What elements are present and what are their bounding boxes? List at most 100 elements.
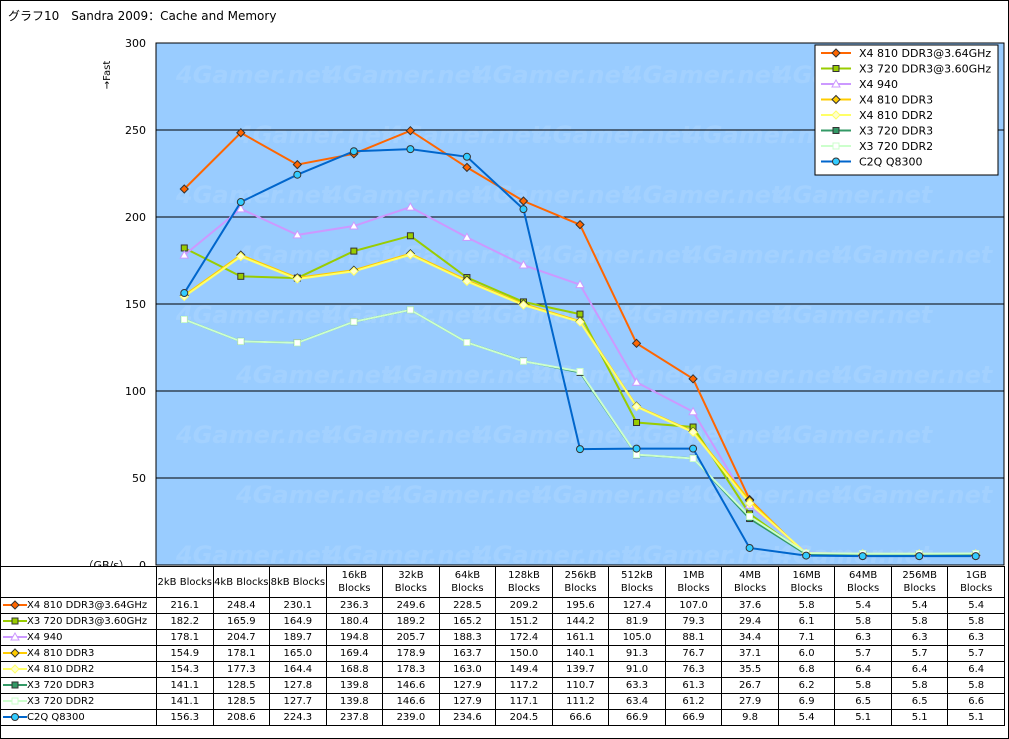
data-point [631,401,642,412]
table-cell: 111.2 [551,693,610,710]
table-legend-key [3,697,27,705]
table-cell: 117.2 [495,677,553,694]
category-label: 1GB Blocks [947,566,1005,598]
table-legend-key [3,617,27,625]
table-cell: 6.5 [834,693,892,710]
table-cell: 128.5 [212,677,271,694]
table-cell: 27.9 [721,693,779,710]
table-cell: 169.4 [325,645,384,662]
table-cell: 163.0 [438,661,497,678]
table-cell: 76.3 [664,661,723,678]
table-cell: 5.7 [890,645,949,662]
watermark-mark: 4Gamer.net [775,181,934,209]
table-cell: 154.9 [156,645,214,662]
data-point [971,552,980,561]
data-point [632,444,641,453]
data-point [10,664,20,674]
data-point [518,196,529,206]
legend-label: X3 720 DDR3@3.60GHz [859,63,991,76]
data-point [235,203,246,213]
table-corner-cell [0,566,157,598]
table-cell: 194.8 [325,629,384,646]
watermark-mark: 4Gamer.net [325,421,484,449]
category-label: 4kB Blocks [212,566,271,598]
data-point [405,202,416,211]
data-point [462,162,472,173]
watermark-mark: 4Gamer.net [385,481,544,509]
data-point [832,127,840,134]
table-cell: 117.1 [495,693,553,710]
category-label: 8kB Blocks [269,566,327,598]
table-cell: 208.6 [212,709,271,726]
watermark-mark: 4Gamer.net [325,541,484,566]
watermark-mark: 4Gamer.net [325,301,484,329]
table-cell: 37.6 [721,597,779,614]
data-point [518,300,529,310]
watermark-mark: 4Gamer.net [385,361,544,389]
table-series-name: X3 720 DDR3@3.60GHz [27,616,148,627]
table-cell: 127.4 [608,597,666,614]
watermark-mark: 4Gamer.net [685,481,844,509]
table-cell: 178.9 [382,645,440,662]
table-cell: 5.8 [947,677,1005,694]
y-tick-label: 200 [125,211,146,224]
table-row: X3 720 DDR3@3.60GHz 182.2 165.9 164.9 180.4 1… [0,613,1005,630]
table-row: X4 810 DDR3 154.9 178.1 165.0 169.4 178.9 163.… [0,645,1005,662]
table-cell: 5.4 [947,597,1005,614]
watermark-mark: 4Gamer.net [625,181,784,209]
watermark-mark: 4Gamer.net [325,181,484,209]
table-series-name: X4 940 [27,632,63,643]
series-points-7 [180,145,980,561]
data-point [631,377,642,386]
table-cell: 188.3 [438,629,497,646]
legend-label: X3 720 DDR3 [859,125,933,138]
watermark-mark: 4Gamer.net [835,241,994,269]
table-cell: 164.4 [269,661,327,678]
data-point [831,48,841,58]
table-row: X3 720 DDR3 141.1 128.5 127.8 139.8 146.6 127.… [0,677,1005,694]
table-cell: 180.4 [325,613,384,630]
table-header-row: 2kB Blocks 4kB Blocks 8kB Blocks 16kB Block… [0,566,1005,598]
table-cell: 5.4 [834,597,892,614]
table-legend-key [3,681,27,689]
table-cell: 216.1 [156,597,214,614]
table-cell: 66.9 [664,709,723,726]
data-point [350,318,358,326]
table-cell: 195.6 [551,597,610,614]
y-unit-label: （GB/s） [82,559,130,566]
watermark-mark: 4Gamer.net [535,481,694,509]
table-cell: 5.1 [890,709,949,726]
table-series-name: X3 720 DDR2 [27,696,95,707]
table-cell: 6.3 [890,629,949,646]
table-cell: 151.2 [495,613,553,630]
table-series-label: C2Q Q8300 [0,709,157,726]
y-tick-label: 300 [125,37,146,50]
table-cell: 205.7 [382,629,440,646]
data-point [462,152,471,161]
table-row: X4 810 DDR3@3.64GHz 216.1 248.4 230.1 236.3 2… [0,597,1005,614]
table-cell: 127.8 [269,677,327,694]
data-point [11,617,19,625]
data-point [11,713,19,721]
data-point [236,128,246,138]
table-cell: 5.1 [834,709,892,726]
y-axis-label: →Fast [102,61,113,90]
table-series-label: X3 720 DDR3@3.60GHz [0,613,157,630]
watermark-mark: 4Gamer.net [685,241,844,269]
y-tick-label: 250 [125,124,146,137]
table-cell: 5.8 [834,613,892,630]
watermark-mark: 4Gamer.net [475,61,634,89]
table-cell: 91.0 [608,661,666,678]
data-point [180,244,188,252]
table-series-name: X4 810 DDR2 [27,664,95,675]
y-tick-label: 50 [132,472,146,485]
table-cell: 34.4 [721,629,779,646]
y-tick-label: 150 [125,298,146,311]
table-cell: 209.2 [495,597,553,614]
data-point [349,147,358,156]
legend-label: X4 810 DDR2 [859,109,933,122]
chart-svg: 4Gamer.net4Gamer.net4Gamer.net4Gamer.net… [82,37,1005,566]
table-cell: 141.1 [156,677,214,694]
data-point [405,250,416,260]
watermark-mark: 4Gamer.net [175,61,334,89]
